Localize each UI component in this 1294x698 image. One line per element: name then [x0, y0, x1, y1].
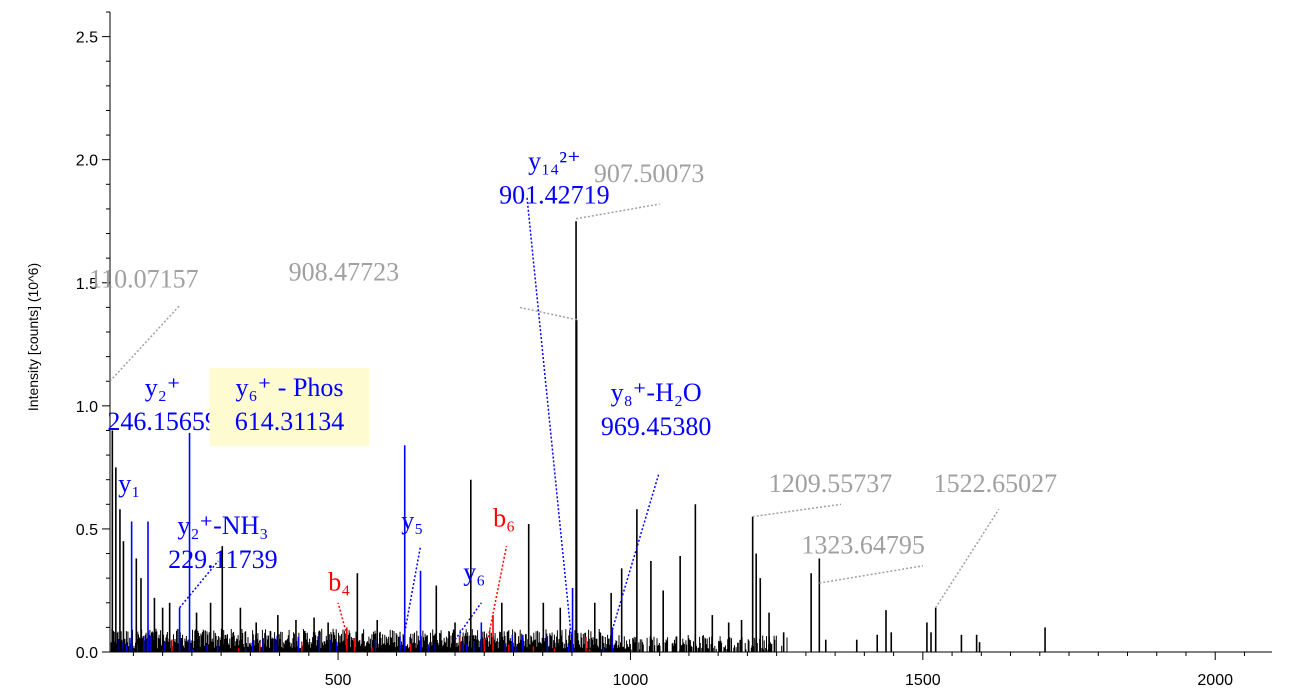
annotation-leader-a7: [526, 196, 574, 650]
annotation-label: 908.47723: [289, 257, 400, 286]
annotation-label: 1323.64795: [801, 531, 925, 560]
annotation-leader-a14: [752, 503, 842, 518]
annotation-label: y₅: [401, 506, 423, 535]
annotation-leader-a10: [403, 546, 422, 633]
annotation-label: 1522.65027: [934, 469, 1058, 498]
annotation-label: y₁₄²⁺: [528, 147, 581, 176]
annotation-label: y₂⁺-NH₃: [177, 511, 268, 540]
noise-peaks: [110, 628, 788, 652]
y-tick-label: 0.5: [76, 522, 98, 539]
annotation-label: 614.31134: [235, 407, 345, 436]
annotation-label: y₂⁺: [145, 373, 181, 402]
annotation-label: 229.11739: [168, 545, 278, 574]
annotation-leader-a12: [337, 602, 348, 635]
annotation-label: 969.45380: [601, 412, 712, 441]
x-tick-label: 2000: [1197, 672, 1233, 689]
annotation-highlight-a5: [209, 368, 370, 446]
annotation-label: 246.15659: [107, 407, 218, 436]
x-tick-label: 1000: [613, 672, 649, 689]
annotation-label: y₆: [463, 558, 485, 587]
annotation-label: b₄: [328, 567, 350, 596]
y-tick-label: 2.0: [76, 153, 98, 170]
annotation-label: 110.07157: [89, 265, 199, 294]
x-tick-label: 500: [325, 672, 352, 689]
annotation-leader-a16: [819, 565, 923, 584]
annotation-label: y₆⁺ - Phos: [236, 373, 344, 402]
annotation-label: 1209.55737: [769, 469, 893, 498]
y-tick-label: 1.5: [76, 276, 98, 293]
annotation-label: y₈⁺-H₂O: [611, 378, 702, 407]
noise-peak-path: [110, 628, 788, 652]
y-tick-label: 1.0: [76, 399, 98, 416]
y-tick-label: 2.5: [76, 30, 98, 47]
annotation-leader-a11: [487, 546, 508, 638]
annotation-label: b₆: [493, 503, 515, 532]
x-tick-label: 1500: [905, 672, 941, 689]
annotation-leader-a15: [935, 508, 1000, 609]
annotation-leader-a6: [519, 306, 577, 321]
y-axis-label: Intensity [counts] (10^6): [25, 263, 41, 411]
annotation-label: 901.42719: [499, 181, 610, 210]
annotation-leader-a9: [611, 474, 660, 631]
annotation-leader-a1: [109, 304, 181, 382]
annotation-leader-a13: [454, 602, 482, 641]
annotation-label: y₁: [118, 469, 140, 498]
annotation-label: 907.50073: [594, 159, 705, 188]
y-tick-label: 0.0: [76, 645, 98, 662]
